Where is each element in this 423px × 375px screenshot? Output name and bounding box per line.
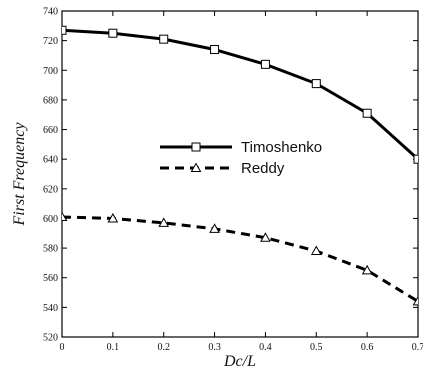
plot-area <box>61 10 419 338</box>
data-point-triangle <box>310 245 322 256</box>
series-line-timoshenko <box>62 28 418 161</box>
data-point-square <box>191 142 201 152</box>
y-tick-label: 600 <box>43 214 58 225</box>
data-point-triangle <box>62 211 68 221</box>
y-tick-label: 740 <box>43 7 58 18</box>
y-tick-label: 700 <box>43 66 58 77</box>
data-point-square <box>159 34 169 44</box>
data-point-square <box>108 28 118 38</box>
data-point-triangle <box>190 162 202 172</box>
y-tick-label: 540 <box>43 303 58 314</box>
x-tick-label: 0 <box>60 342 65 353</box>
x-tick-label: 0.4 <box>259 342 272 353</box>
data-point-square <box>62 25 67 35</box>
y-tick-label: 620 <box>43 184 58 195</box>
y-axis-label: First Frequency <box>11 122 28 227</box>
x-tick-label: 0.1 <box>107 342 120 353</box>
data-point-triangle <box>412 295 418 306</box>
data-point-square <box>210 45 220 55</box>
y-tick-label: 660 <box>43 125 58 136</box>
y-tick-label: 520 <box>43 333 58 344</box>
x-tick-label: 0.3 <box>208 342 221 353</box>
plot-frame <box>61 10 419 338</box>
legend: Timoshenko Reddy <box>160 139 322 177</box>
legend-label-reddy: Reddy <box>241 160 285 177</box>
y-tick-label: 640 <box>43 155 58 166</box>
data-point-square <box>260 59 270 69</box>
data-point-square <box>311 79 321 89</box>
data-point-triangle <box>209 223 220 233</box>
x-tick-label: 0.5 <box>310 342 323 353</box>
series-layer <box>62 25 418 306</box>
data-point-square <box>362 108 372 118</box>
series-reddy <box>62 211 418 306</box>
series-timoshenko <box>62 25 418 164</box>
data-point-square <box>413 154 418 164</box>
x-tick-label: 0.6 <box>361 342 374 353</box>
y-tick-label: 560 <box>43 273 58 284</box>
x-axis-ticks: 0 0.1 0.2 0.3 0.4 0.5 0.6 0.7 <box>60 11 423 353</box>
data-point-triangle <box>158 217 170 227</box>
data-point-triangle <box>260 232 271 242</box>
series-line-reddy <box>62 215 418 303</box>
y-axis-ticks: 520 540 560 580 600 620 640 660 680 700 720 740 <box>43 7 418 344</box>
x-tick-label: 0.7 <box>412 342 423 353</box>
x-axis-label: Dc/L <box>223 353 256 370</box>
data-point-triangle <box>361 264 373 275</box>
x-tick-label: 0.2 <box>157 342 170 353</box>
data-point-triangle <box>107 212 119 223</box>
y-tick-label: 580 <box>43 244 58 255</box>
y-tick-label: 680 <box>43 95 58 106</box>
legend-label-timoshenko: Timoshenko <box>241 139 322 156</box>
y-tick-label: 720 <box>43 36 58 47</box>
